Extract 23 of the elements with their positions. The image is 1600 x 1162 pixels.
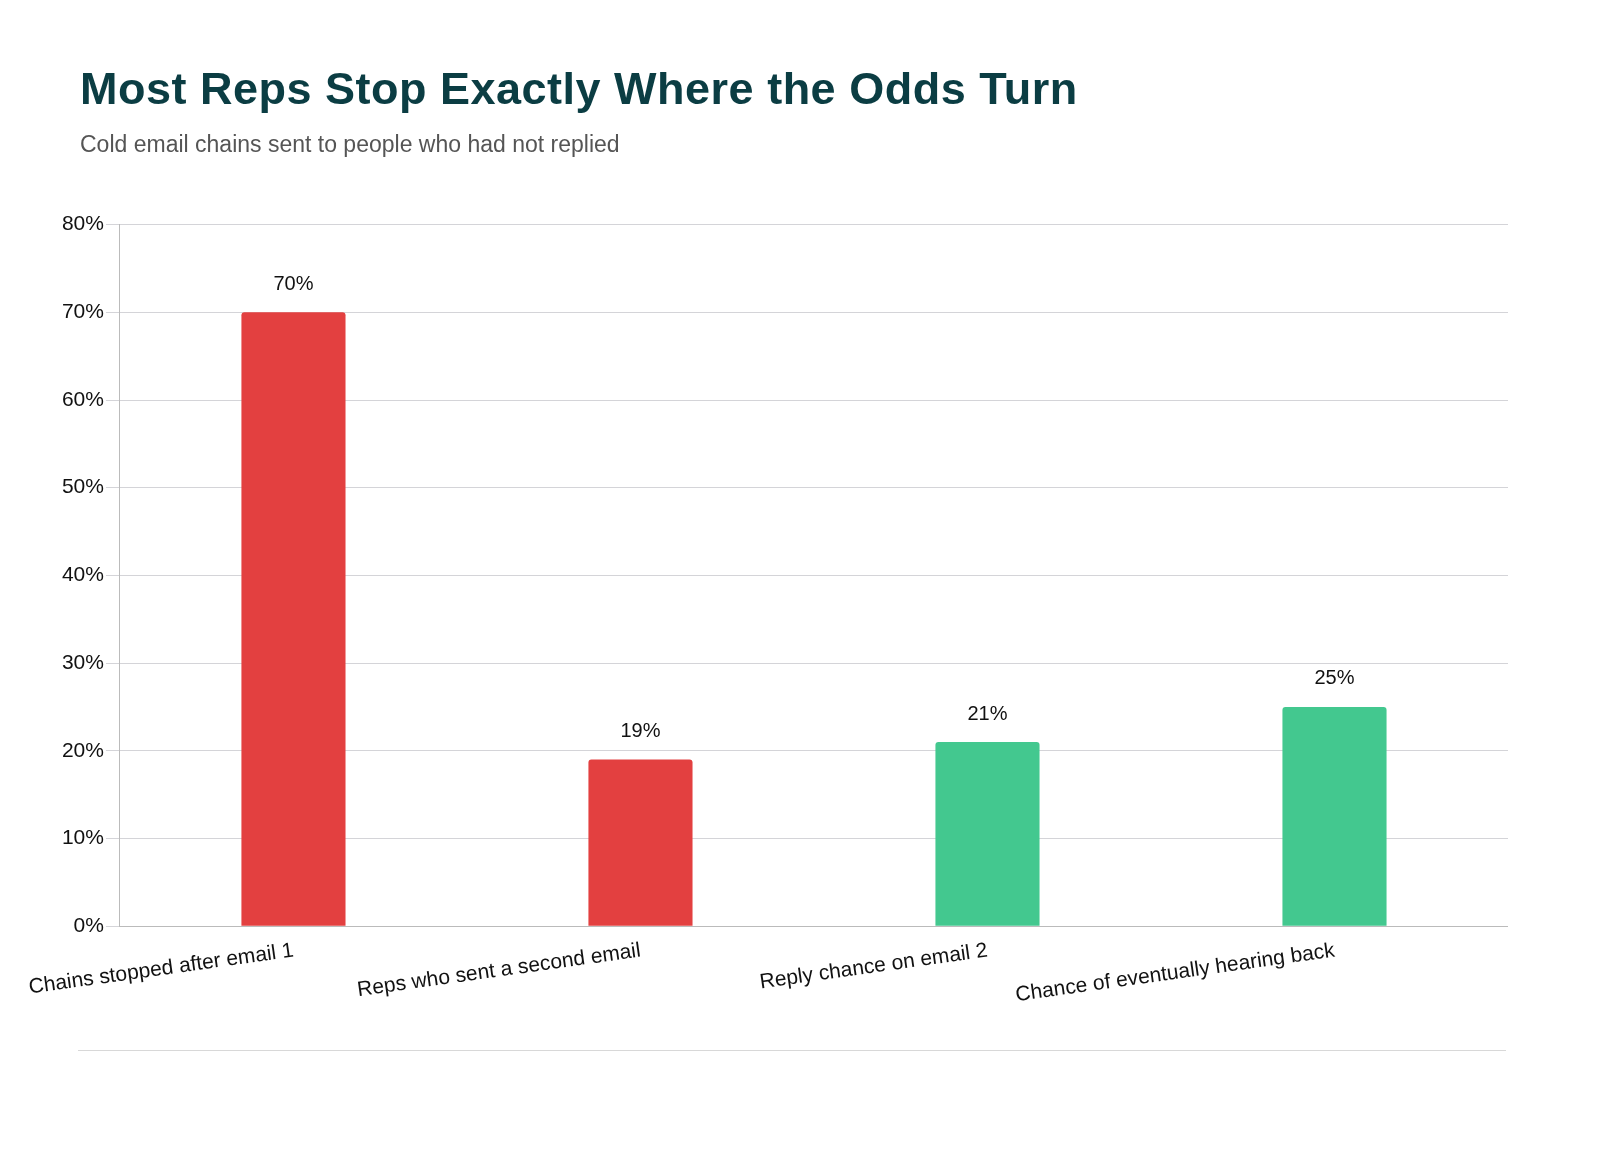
bar <box>588 759 693 926</box>
y-tick-label: 20% <box>61 737 104 761</box>
bar <box>935 742 1040 926</box>
y-tick-label: 60% <box>61 386 104 410</box>
y-tick-label: 40% <box>61 562 104 586</box>
bar <box>1282 706 1387 926</box>
y-tick-label: 70% <box>61 299 104 323</box>
x-tick-label: Chains stopped after email 1 <box>27 937 295 998</box>
data-label: 21% <box>967 701 1008 724</box>
x-tick-label: Reps who sent a second email <box>355 937 642 1001</box>
x-tick-label: Reply chance on email 2 <box>758 937 989 993</box>
y-tick-label: 50% <box>61 474 104 498</box>
chart-subtitle: Cold email chains sent to people who had not replied <box>80 131 621 158</box>
y-tick-label: 0% <box>73 913 104 936</box>
chart-title: Most Reps Stop Exactly Where the Odds Turn <box>80 63 1079 115</box>
y-tick-label: 30% <box>61 649 104 673</box>
x-tick-label: Chance of eventually hearing back <box>1013 937 1337 1006</box>
data-label: 25% <box>1314 666 1355 689</box>
y-tick-label: 80% <box>61 211 104 235</box>
y-tick-label: 10% <box>61 825 104 849</box>
data-label: 70% <box>273 271 314 294</box>
data-label: 19% <box>620 719 661 742</box>
bar <box>241 312 346 926</box>
